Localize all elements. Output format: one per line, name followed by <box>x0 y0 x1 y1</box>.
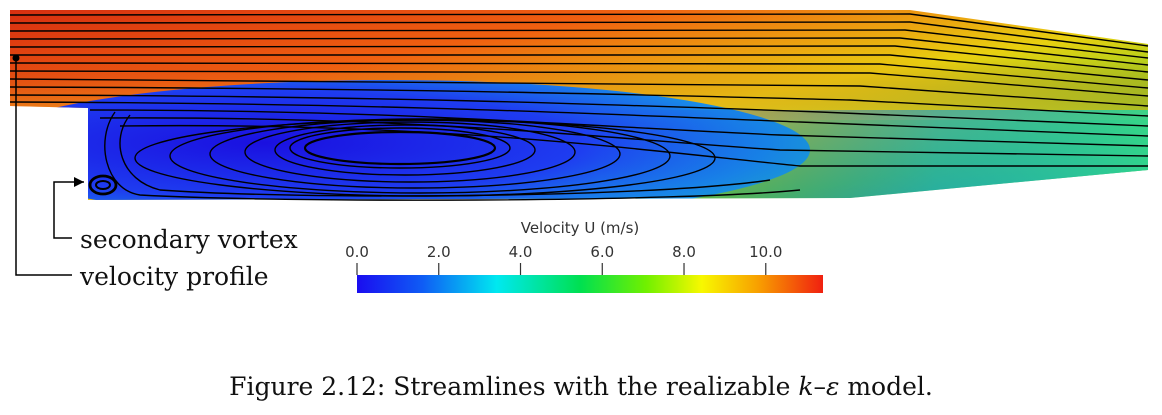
caption-prefix: Figure 2.12: Streamlines with the realiz… <box>229 372 799 401</box>
colorbar-gradient <box>357 275 823 293</box>
colorbar-tick-label: 2.0 <box>427 243 451 261</box>
velocity-profile-label: velocity profile <box>79 262 269 291</box>
annotation-secondary-vortex: secondary vortex <box>53 177 298 254</box>
caption-model-k: k <box>798 372 814 401</box>
streamlines-upper <box>9 13 1149 167</box>
caption-dash: – <box>813 372 826 401</box>
colorbar-tick-label: 10.0 <box>749 243 782 261</box>
colorbar-tick-label: 0.0 <box>345 243 369 261</box>
secondary-vortex-label: secondary vortex <box>80 225 298 254</box>
colorbar-tick-label: 4.0 <box>509 243 533 261</box>
colorbar: Velocity U (m/s) 0.0 2.0 4.0 6.0 8.0 10.0 <box>345 219 823 293</box>
annotation-velocity-profile: velocity profile <box>12 54 269 291</box>
caption-suffix: model. <box>839 372 933 401</box>
caption-model-eps: ε <box>825 372 840 401</box>
colorbar-title: Velocity U (m/s) <box>521 219 640 237</box>
colorbar-tick-label: 8.0 <box>672 243 696 261</box>
colorbar-tick-label: 6.0 <box>590 243 614 261</box>
figure-caption: Figure 2.12: Streamlines with the realiz… <box>0 372 1162 401</box>
streamlines-recirculation <box>88 111 801 201</box>
